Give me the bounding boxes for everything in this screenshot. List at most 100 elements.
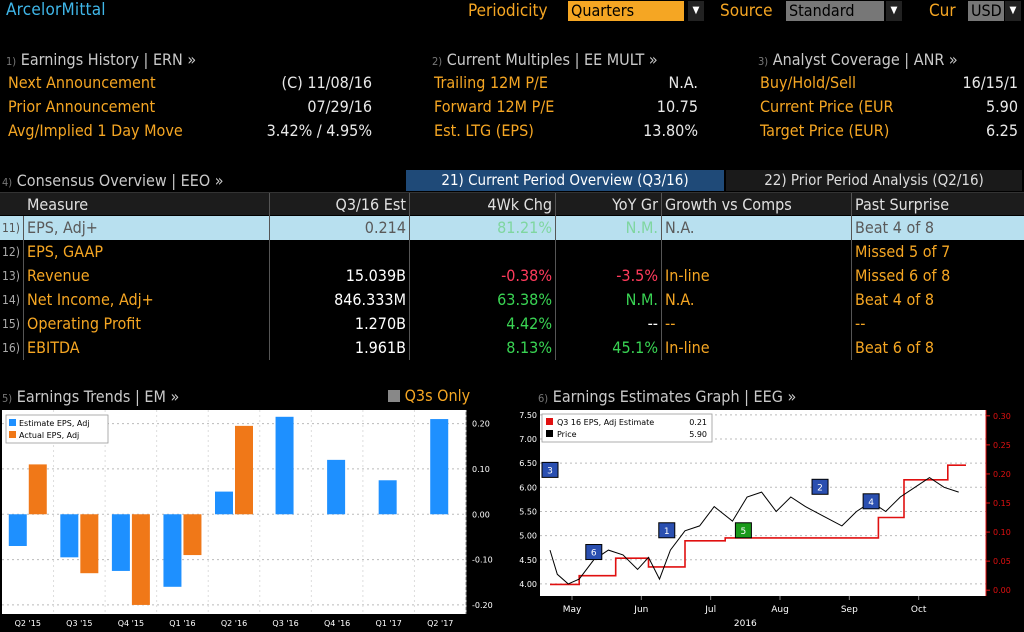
- y-tick-label: -0.10: [472, 556, 493, 565]
- cell-yoy: [556, 240, 662, 264]
- table-row[interactable]: 15) Operating Profit 1.270B 4.42% -- -- --: [0, 312, 1024, 336]
- earnings-history-link[interactable]: 1) Earnings History | ERN »: [6, 50, 196, 69]
- cell-est: 0.214: [270, 216, 410, 240]
- kv-value: 10.75: [656, 97, 698, 116]
- table-row[interactable]: 11) EPS, Adj+ 0.214 81.21% N.M. N.A. Beat 4 of…: [0, 216, 1024, 240]
- cell-surprise: --: [855, 314, 866, 333]
- cell-yoy: N.M.: [556, 288, 662, 312]
- kv-label: Forward 12M P/E: [434, 97, 555, 116]
- company-logo: ArcelorMittal: [6, 0, 106, 20]
- earnings-estimates-graph-link[interactable]: 6) Earnings Estimates Graph | EEG »: [538, 387, 796, 406]
- source-dropdown[interactable]: Standard: [786, 1, 884, 21]
- row-number: 16): [0, 336, 24, 360]
- event-marker: [658, 522, 676, 539]
- consensus-table-body: 11) EPS, Adj+ 0.214 81.21% N.M. N.A. Beat 4 of…: [0, 216, 1024, 362]
- row-number: 12): [0, 240, 24, 264]
- col-past-surprise[interactable]: Past Surprise: [855, 195, 950, 214]
- cell-est: 15.039B: [270, 264, 410, 288]
- x-tick-label: Q2 '15: [15, 619, 41, 628]
- legend-label: Q3 16 EPS, Adj Estimate: [557, 418, 654, 427]
- checkbox-icon[interactable]: [388, 390, 400, 402]
- cell-yoy: --: [556, 312, 662, 336]
- earnings-history-panel: Next Announcement (C) 11/08/16 Prior Anno…: [8, 73, 372, 145]
- bar: [28, 464, 47, 515]
- cell-yoy: N.M.: [556, 216, 662, 240]
- legend-box: [541, 413, 713, 443]
- kv-row: Est. LTG (EPS) 13.80%: [434, 121, 698, 145]
- currency-dropdown[interactable]: USD: [968, 1, 1004, 21]
- col-measure[interactable]: Measure: [24, 193, 270, 216]
- col-4wk-chg[interactable]: 4Wk Chg: [410, 193, 556, 216]
- tab-prior-period[interactable]: 22) Prior Period Analysis (Q2/16): [726, 170, 1022, 191]
- event-marker-label: 5: [741, 527, 747, 537]
- earnings-trends-link[interactable]: 5) Earnings Trends | EM »: [2, 387, 179, 406]
- series-line: [549, 476, 959, 585]
- row-number: 14): [0, 288, 24, 312]
- x-year-label: 2016: [734, 619, 757, 629]
- y-tick-label: 0.10: [472, 465, 490, 474]
- legend-label: Actual EPS, Adj: [19, 431, 79, 440]
- kv-value: 13.80%: [643, 121, 698, 140]
- left-tick-label: 6.00: [519, 483, 537, 492]
- table-row[interactable]: 16) EBITDA 1.961B 8.13% 45.1% In-line Beat 6 o…: [0, 336, 1024, 360]
- bar: [111, 514, 130, 571]
- periodicity-chevron-down-icon[interactable]: ▼: [688, 1, 704, 21]
- table-row[interactable]: 12) EPS, GAAP Missed 5 of 7: [0, 240, 1024, 264]
- event-marker-label: 3: [547, 466, 553, 476]
- cell-chg: 8.13%: [410, 336, 556, 360]
- right-tick-label: 0.10: [993, 528, 1011, 537]
- left-tick-label: 7.50: [519, 411, 537, 420]
- toggle-label: Q3s Only: [404, 386, 471, 405]
- kv-row: Buy/Hold/Sell 16/15/1: [760, 73, 1018, 97]
- current-multiples-link[interactable]: 2) Current Multiples | EE MULT »: [432, 50, 658, 69]
- cell-comps: In-line: [662, 336, 852, 360]
- left-tick-label: 4.00: [519, 580, 537, 589]
- periodicity-dropdown[interactable]: Quarters: [568, 1, 684, 21]
- consensus-overview-link[interactable]: 4) Consensus Overview | EEO »: [2, 171, 224, 190]
- bar: [8, 514, 27, 546]
- col-yoy[interactable]: YoY Gr: [556, 193, 662, 216]
- currency-chevron-down-icon[interactable]: ▼: [1005, 1, 1021, 21]
- section-number: 5): [2, 392, 13, 405]
- x-tick-label: Q3 '16: [272, 619, 298, 628]
- y-tick-label: -0.20: [472, 601, 493, 610]
- event-marker-label: 2: [817, 483, 823, 493]
- legend-label: Price: [557, 430, 577, 439]
- legend-swatch: [546, 418, 553, 425]
- source-label: Source: [720, 1, 773, 21]
- table-header: Measure Q3/16 Est 4Wk Chg YoY Gr Growth …: [0, 192, 1024, 216]
- tab-current-period[interactable]: 21) Current Period Overview (Q3/16): [406, 170, 724, 191]
- kv-value: 07/29/16: [307, 97, 372, 116]
- section-title: Earnings History | ERN »: [20, 50, 197, 69]
- earnings-trends-chart[interactable]: 0.20 0.10 0.00 -0.10 -0.20 Q2 '15 Q3 '15 Q4 '15…: [0, 408, 510, 632]
- left-tick-label: 5.50: [519, 507, 537, 516]
- cell-comps: In-line: [662, 264, 852, 288]
- q3s-only-toggle[interactable]: Q3s Only: [388, 386, 470, 405]
- kv-row: Prior Announcement 07/29/16: [8, 97, 372, 121]
- cell-est: 846.333M: [270, 288, 410, 312]
- table-row[interactable]: 13) Revenue 15.039B -0.38% -3.5% In-line Misse…: [0, 264, 1024, 288]
- analyst-coverage-link[interactable]: 3) Analyst Coverage | ANR »: [758, 50, 958, 69]
- earnings-estimates-chart[interactable]: 7.50 7.00 6.50 6.00 5.50 5.00 4.50 4.00 0.30 0.25…: [510, 408, 1024, 632]
- x-tick-label: Q1 '16: [169, 619, 195, 628]
- cell-surprise: Missed 5 of 7: [855, 242, 951, 261]
- y-tick-label: 0.00: [472, 510, 490, 519]
- series-line: [550, 464, 966, 586]
- x-tick-label: Jun: [633, 605, 648, 615]
- source-chevron-down-icon[interactable]: ▼: [886, 1, 902, 21]
- cell-chg: 81.21%: [410, 216, 556, 240]
- section-title: Consensus Overview | EEO »: [16, 171, 224, 190]
- col-growth-vs-comps[interactable]: Growth vs Comps: [662, 193, 852, 216]
- row-number: 11): [0, 216, 24, 240]
- legend-label: Estimate EPS, Adj: [19, 419, 90, 428]
- cell-yoy: 45.1%: [556, 336, 662, 360]
- section-number: 6): [538, 392, 549, 405]
- table-row[interactable]: 14) Net Income, Adj+ 846.333M 63.38% N.M. N.A…: [0, 288, 1024, 312]
- cell-surprise: Missed 6 of 8: [855, 266, 951, 285]
- legend-swatch: [9, 419, 16, 426]
- cell-yoy: -3.5%: [556, 264, 662, 288]
- col-est[interactable]: Q3/16 Est: [270, 193, 410, 216]
- event-marker-label: 1: [664, 527, 670, 537]
- row-number: 13): [0, 264, 24, 288]
- x-tick-label: May: [563, 605, 582, 615]
